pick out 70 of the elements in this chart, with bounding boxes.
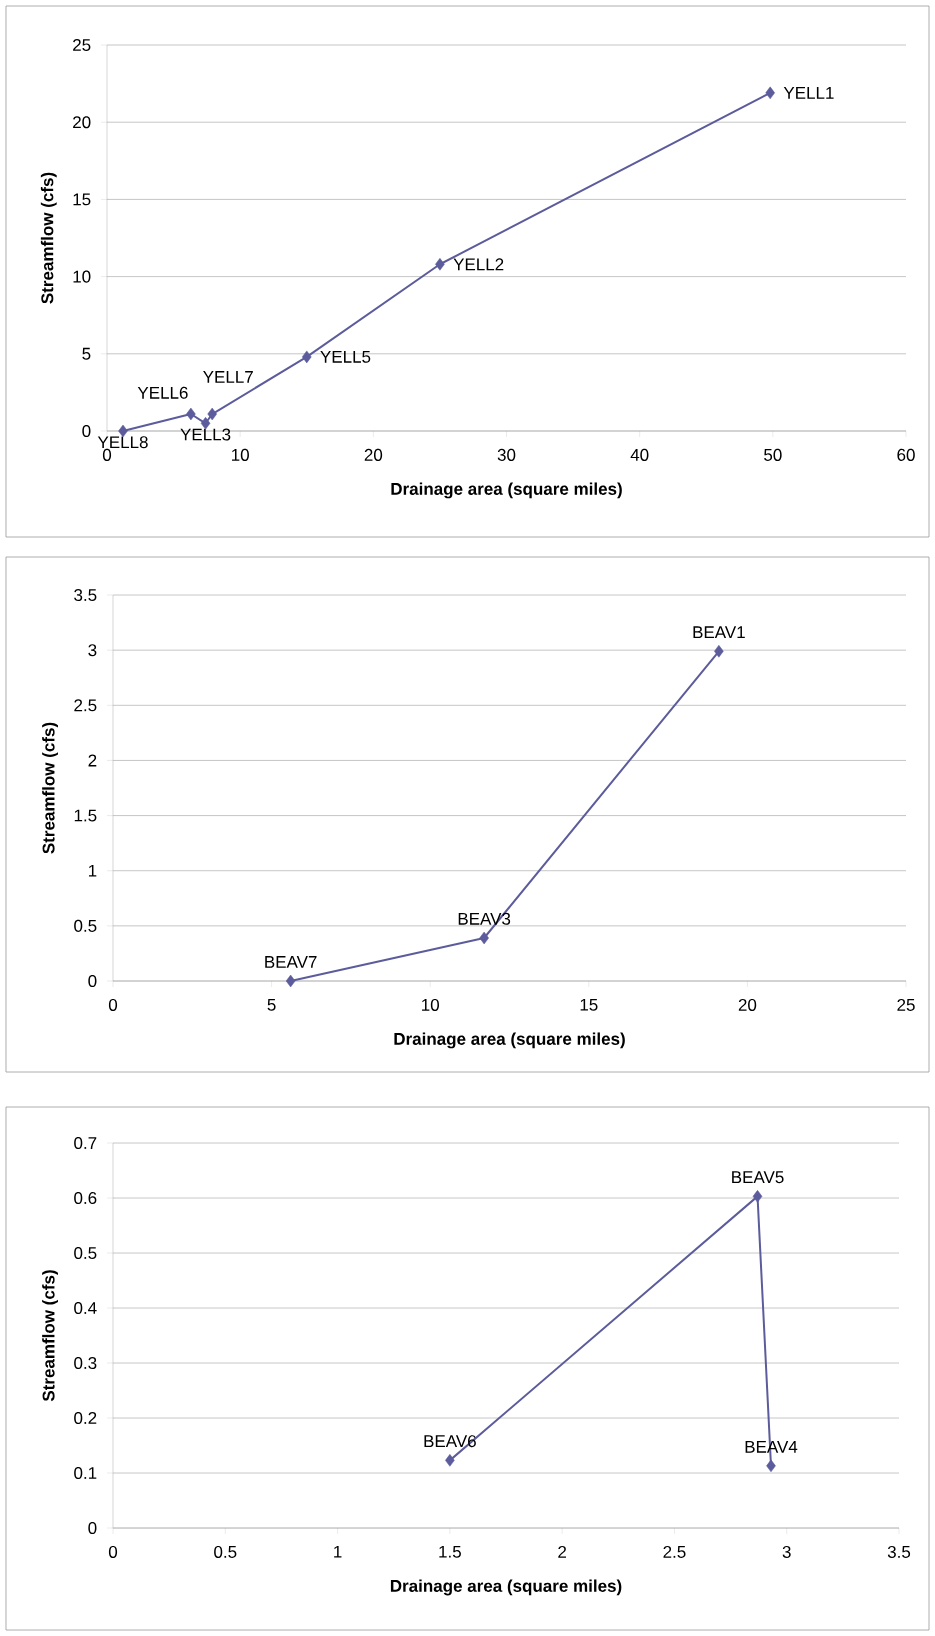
point	[435, 258, 445, 271]
y-axis-title: Streamflow (cfs)	[42, 1270, 58, 1402]
x-tick-label: 10	[422, 998, 439, 1011]
x-tick-label: 3	[782, 1545, 791, 1558]
point	[752, 1190, 763, 1203]
x-tick-label: 1.5	[439, 1545, 461, 1558]
y-axis-title: Streamflow (cfs)	[40, 172, 57, 304]
y-tick-label: 0.4	[74, 1302, 97, 1315]
y-tick-label: 10	[73, 270, 91, 283]
x-tick-label: 0.5	[214, 1545, 237, 1558]
y-tick-label: 15	[73, 193, 91, 206]
point	[714, 645, 724, 658]
x-tick-label: 1	[334, 1545, 342, 1558]
x-tick-label: 3.5	[887, 1545, 911, 1558]
x-tick-label: 10	[232, 448, 249, 461]
y-tick-label: 0.5	[74, 1247, 97, 1260]
y-tick-label: 2	[88, 754, 97, 767]
point	[765, 86, 775, 100]
x-tick-label: 2	[558, 1545, 567, 1558]
point	[186, 407, 196, 421]
point	[445, 1454, 455, 1467]
y-tick-label: 0.2	[74, 1412, 97, 1425]
annotation: BEAV7	[265, 956, 317, 968]
point	[766, 1459, 776, 1473]
y-tick-label: 0.5	[74, 919, 97, 932]
y-tick-label: 1.5	[74, 809, 97, 822]
y-tick-label: 25	[73, 38, 91, 52]
point	[479, 931, 489, 945]
y-tick-label: 0	[88, 974, 97, 988]
annotation: YELL3	[180, 428, 231, 441]
x-tick-label: 50	[764, 448, 782, 461]
x-tick-label: 0	[108, 998, 118, 1011]
x-tick-label: 5	[267, 998, 276, 1011]
y-tick-label: 5	[82, 347, 91, 360]
y-tick-label: 20	[73, 116, 91, 129]
annotation: BEAV1	[693, 626, 745, 639]
x-tick-label: 60	[897, 448, 915, 461]
point	[302, 350, 312, 364]
x-axis-title: Drainage area (square miles)	[390, 1579, 622, 1596]
x-tick-label: 25	[897, 998, 915, 1011]
x-tick-label: 20	[364, 448, 383, 461]
x-tick-label: 40	[630, 448, 649, 461]
annotation: YELL7	[203, 371, 253, 383]
x-axis-title: Drainage area (square miles)	[391, 482, 622, 499]
annotation: YELL5	[320, 350, 371, 363]
x-axis-title: Drainage area (square miles)	[394, 1032, 625, 1049]
x-tick-label: 2.5	[663, 1545, 686, 1558]
y-tick-label: 0	[82, 424, 91, 438]
y-tick-label: 2.5	[74, 699, 97, 712]
y-tick-label: 0.1	[74, 1467, 97, 1480]
annotation: YELL1	[783, 87, 834, 99]
y-tick-label: 0.7	[74, 1137, 97, 1150]
annotation: YELL6	[137, 386, 188, 399]
y-tick-label: 0.3	[74, 1357, 97, 1370]
annotation: BEAV5	[732, 1171, 784, 1184]
y-axis-title: Streamflow (cfs)	[42, 722, 58, 854]
y-tick-label: 0.6	[74, 1192, 97, 1205]
x-tick-label: 30	[497, 448, 516, 461]
point	[207, 407, 217, 421]
point	[285, 974, 296, 988]
x-tick-label: 0	[108, 1545, 118, 1558]
y-tick-label: 0	[88, 1522, 97, 1535]
y-tick-label: 3	[88, 644, 97, 657]
y-tick-label: 3.5	[74, 589, 97, 602]
x-tick-label: 0	[102, 448, 112, 461]
y-tick-label: 1	[88, 864, 97, 877]
x-tick-label: 20	[738, 998, 757, 1011]
x-tick-label: 15	[580, 998, 598, 1011]
annotation: YELL8	[97, 436, 148, 449]
annotation: YELL2	[453, 258, 504, 271]
